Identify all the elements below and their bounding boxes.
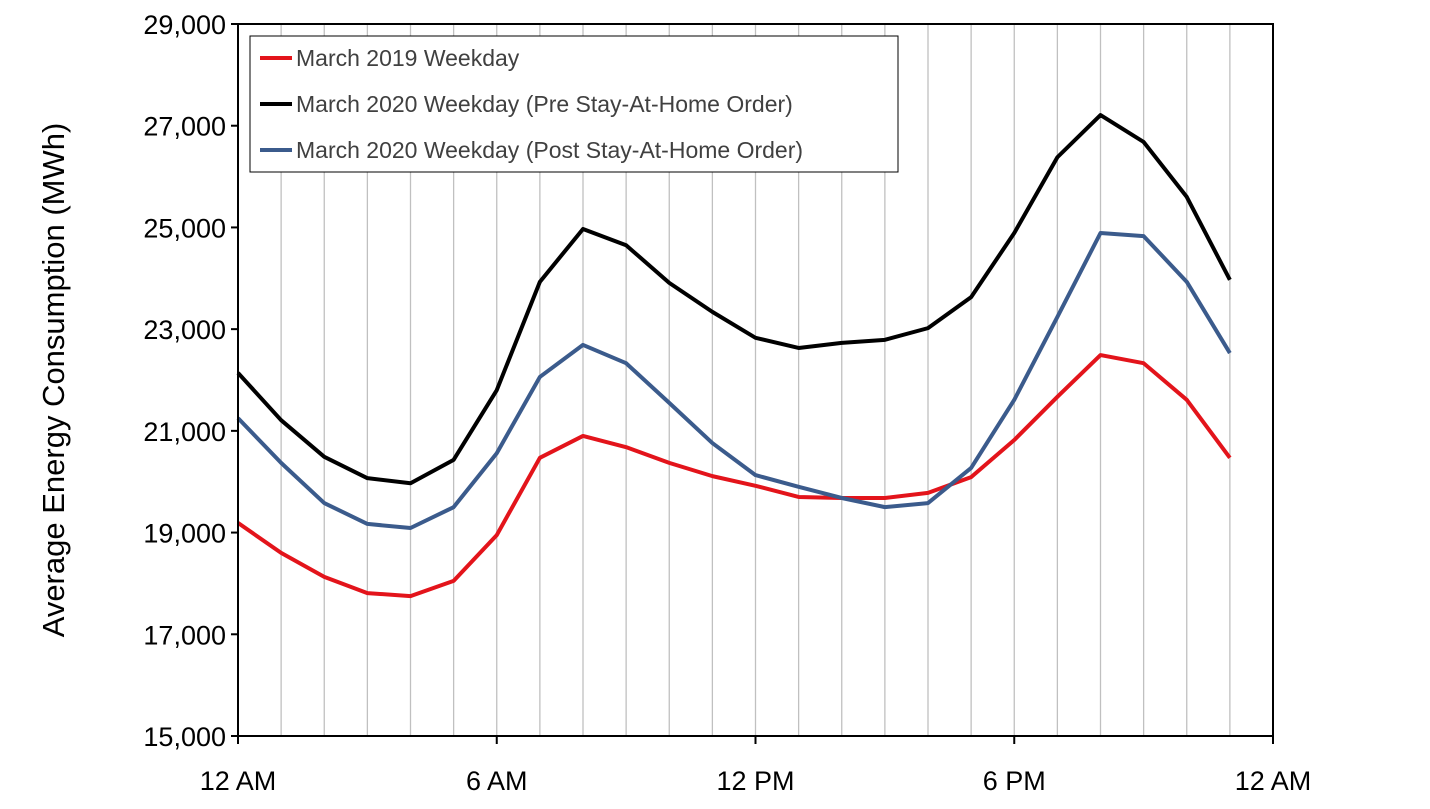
x-axis: 12 AM 6 AM 12 PM 6 PM 12 AM [200,736,1312,796]
x-tick-label: 12 AM [200,766,277,796]
legend-label: March 2020 Weekday (Post Stay-At-Home Or… [296,137,803,163]
legend-label: March 2020 Weekday (Pre Stay-At-Home Ord… [296,91,793,117]
x-tick-label: 6 PM [983,766,1046,796]
y-tick-label: 25,000 [143,213,226,243]
y-tick-label: 23,000 [143,315,226,345]
series-line-2 [238,233,1230,528]
y-tick-label: 21,000 [143,417,226,447]
y-tick-label: 15,000 [143,722,226,752]
series-lines [238,115,1230,596]
y-tick-label: 27,000 [143,112,226,142]
x-tick-label: 12 AM [1235,766,1312,796]
x-tick-label: 6 AM [466,766,528,796]
y-tick-label: 19,000 [143,519,226,549]
y-axis: 15,000 17,000 19,000 21,000 23,000 25,000 27,0… [143,10,238,752]
y-axis-title: Average Energy Consumption (MWh) [36,123,71,638]
series-line-0 [238,355,1230,596]
y-tick-label: 17,000 [143,620,226,650]
x-tick-label: 12 PM [716,766,794,796]
legend-label: March 2019 Weekday [296,45,520,71]
legend: March 2019 Weekday March 2020 Weekday (Pr… [250,36,898,172]
y-tick-label: 29,000 [143,10,226,40]
